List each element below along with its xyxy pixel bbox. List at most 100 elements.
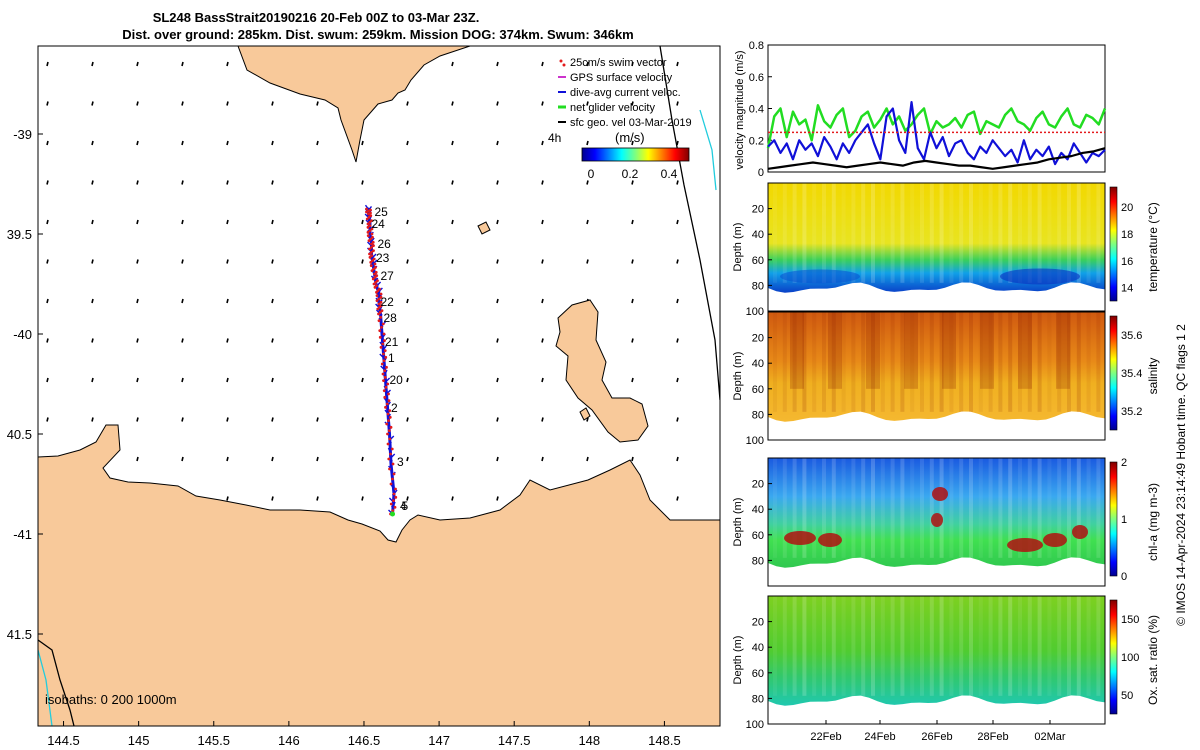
geo-velocity-arrow — [226, 140, 229, 146]
geo-velocity-arrow — [136, 180, 139, 185]
legend-label-gps-velocity: GPS surface velocity — [570, 72, 673, 84]
geo-velocity-arrow — [91, 338, 94, 343]
geo-velocity-arrow — [631, 219, 634, 225]
salinity-texture — [880, 312, 885, 412]
geo-velocity-arrow — [631, 456, 634, 462]
geo-velocity-arrow — [406, 377, 409, 383]
track-swim-vector-dot — [371, 277, 375, 281]
track-swim-vector-dot — [387, 399, 391, 403]
track-swim-vector-dot — [383, 339, 386, 343]
oxygen-texture — [1057, 596, 1062, 696]
track-swim-vector-dot — [369, 237, 373, 241]
oxygen-texture — [929, 596, 934, 696]
chla-texture — [782, 458, 787, 558]
geo-velocity-arrow — [271, 417, 274, 422]
temperature-texture — [998, 183, 1003, 283]
track-swim-vector-dot — [379, 304, 383, 308]
glider-track — [364, 204, 398, 517]
chla-maximum-patch — [784, 531, 816, 545]
track-swim-vector-dot — [392, 499, 395, 503]
geo-velocity-arrow — [406, 140, 409, 146]
geo-velocity-arrow — [496, 140, 499, 146]
section-x-tick-label: 28Feb — [977, 731, 1008, 743]
temperature-texture — [861, 183, 866, 283]
temperature-texture — [939, 183, 944, 283]
track-current-vector — [390, 453, 396, 459]
chla-texture — [861, 458, 866, 558]
salinity-texture — [1018, 312, 1022, 412]
geo-velocity-arrow — [271, 140, 274, 146]
track-swim-vector-dot — [370, 254, 374, 258]
geo-velocity-arrow — [541, 101, 544, 106]
isobath-1000m-east — [699, 109, 717, 191]
chla-texture — [880, 458, 885, 558]
salinity-texture — [1057, 312, 1062, 412]
geo-velocity-arrow — [361, 456, 364, 462]
salinity-texture — [851, 312, 856, 412]
map-legend: 25cm/s swim vector GPS surface velocity … — [548, 57, 692, 181]
track-swim-vector-dot — [382, 332, 386, 336]
land-small-island-1 — [477, 221, 491, 235]
track-swim-vector-dot — [371, 235, 374, 239]
geo-velocity-arrow — [316, 140, 319, 146]
geo-velocity-arrow — [676, 180, 679, 185]
geo-velocity-arrow — [46, 180, 49, 185]
temperature-texture — [792, 183, 797, 283]
geo-velocity-arrow — [676, 61, 679, 67]
salinity-colorbar-tick-label: 35.6 — [1121, 330, 1142, 342]
track-swim-vector-dot — [379, 295, 383, 299]
geo-velocity-arrow — [496, 219, 499, 225]
salinity-y-tick-label: 20 — [752, 333, 764, 345]
chla-texture — [792, 458, 797, 558]
isobath-1000m-southwest — [38, 649, 53, 726]
geo-velocity-arrow — [271, 338, 274, 343]
oxygen-colorbar — [1109, 599, 1118, 715]
oxygen-texture — [988, 596, 993, 696]
track-current-vector — [387, 447, 392, 453]
salinity-high-band — [1056, 312, 1070, 389]
oxygen-texture — [1096, 596, 1101, 696]
temperature-texture — [1018, 183, 1022, 283]
track-swim-vector-dot — [390, 447, 394, 451]
track-current-vector — [379, 353, 385, 359]
salinity-texture — [929, 312, 934, 412]
geo-velocity-arrow — [496, 101, 499, 106]
salinity-texture — [792, 312, 797, 412]
chla-texture — [851, 458, 856, 558]
geo-velocity-arrow — [361, 298, 364, 304]
chla-maximum-patch — [1072, 525, 1088, 539]
geo-velocity-arrow — [451, 496, 454, 501]
track-current-vector — [389, 441, 392, 447]
geo-velocity-arrow — [361, 496, 364, 501]
chla-texture — [959, 458, 964, 558]
temperature-texture — [841, 183, 846, 283]
map-x-axis: 144.5 145 145.5 146 146.5 147 147.5 148 148.5 — [47, 721, 681, 748]
geo-velocity-arrow — [676, 219, 679, 225]
geo-velocity-arrow — [136, 259, 139, 264]
track-swim-vector-dot — [369, 214, 373, 218]
velocity-y-tick-label: 0 — [758, 167, 764, 179]
track-swim-vector-dot — [370, 250, 373, 254]
track-day-label: 23 — [376, 251, 390, 265]
temperature-colorbar-tick-label: 18 — [1121, 229, 1133, 241]
oxygen-colorbar-tick-label: 50 — [1121, 690, 1133, 702]
track-day-label: 25 — [374, 205, 388, 219]
land-flinders-island — [555, 299, 649, 443]
track-swim-vector-dot — [366, 230, 370, 234]
legend-entry-dive-avg-current: dive-avg current veloc. — [558, 87, 681, 99]
chla-maximum-patch — [932, 487, 948, 501]
geo-velocity-arrow — [226, 259, 229, 264]
track-swim-vector-dot — [387, 392, 390, 396]
geo-velocity-arrow — [181, 298, 184, 304]
salinity-texture — [949, 312, 954, 412]
velocity-y-tick-label: 0.6 — [749, 72, 764, 84]
temperature-texture — [1067, 183, 1071, 283]
map-y-tick-label: 41.5 — [7, 627, 32, 642]
track-swim-vector-dot — [381, 372, 385, 376]
chla-texture — [998, 458, 1003, 558]
track-swim-vector-dot — [371, 259, 374, 263]
map-x-tick-label: 147 — [428, 733, 450, 748]
geo-velocity-arrow — [91, 101, 94, 106]
track-swim-vector-dot — [389, 482, 393, 486]
geo-velocity-arrow — [361, 417, 364, 422]
